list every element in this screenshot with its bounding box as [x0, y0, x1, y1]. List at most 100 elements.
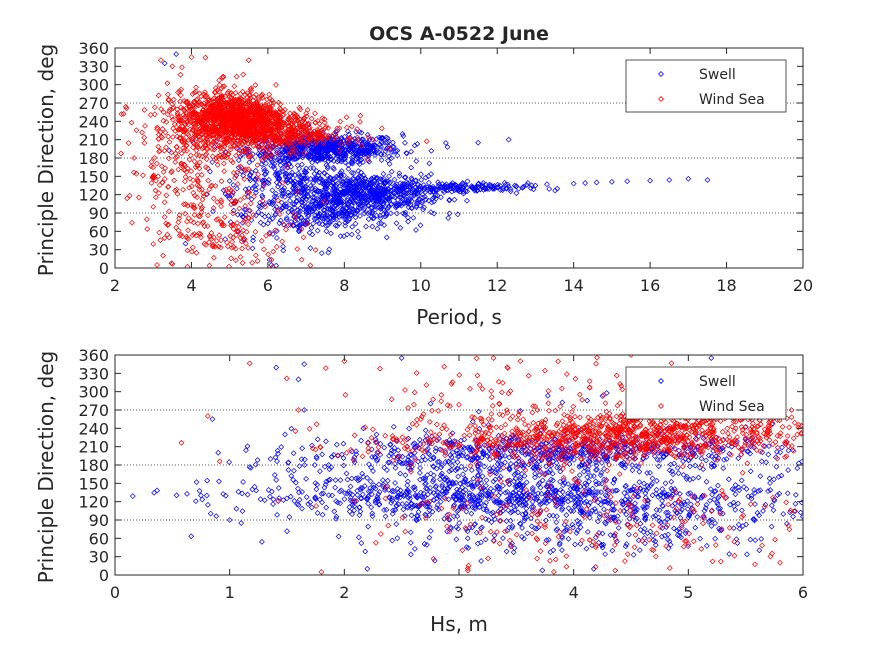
period-swell-point [329, 201, 335, 207]
period-swell-point [330, 164, 337, 171]
period-swell-point [350, 170, 357, 177]
period-swell-point [345, 207, 352, 214]
period-swell-point [425, 197, 432, 204]
period-swell-point [259, 194, 266, 201]
period-swell-point [369, 210, 376, 217]
period-swell-point [491, 185, 498, 192]
period-swell-point [182, 240, 189, 247]
period-swell-point [323, 183, 330, 189]
period-swell-point [289, 201, 296, 207]
period-swell-point [321, 169, 328, 176]
period-swell-point [324, 163, 331, 170]
period-swell-point [505, 136, 512, 143]
period-swell-point [413, 200, 420, 207]
period-swell-point [266, 200, 273, 207]
period-swell-point [287, 192, 294, 199]
period-swell-point [389, 139, 396, 146]
period-swell-point [299, 199, 306, 206]
period-swell-point [405, 189, 412, 196]
period-swell-point [324, 144, 331, 151]
period-swell-point [338, 212, 345, 219]
period-swell-point [503, 185, 510, 192]
period-swell-point [310, 220, 317, 227]
period-swell-point [484, 185, 491, 192]
period-swell-point [378, 157, 385, 164]
period-swell-point [366, 189, 373, 195]
period-swell-point [376, 220, 382, 227]
period-swell-point [354, 228, 361, 235]
period-swell-point [371, 192, 377, 199]
period-swell-point [322, 203, 328, 210]
period-swell-point [312, 185, 319, 192]
period-y-tick-label: 330 [78, 57, 109, 76]
period-legend-label-wind-sea: Wind Sea [699, 92, 765, 108]
period-swell-point [269, 215, 276, 222]
period-swell-point [309, 146, 316, 153]
period-swell-point [355, 204, 362, 211]
period-swell-point [293, 197, 300, 204]
period-swell-point [444, 144, 451, 150]
period-swell-point [315, 150, 322, 157]
period-swell-point [422, 174, 429, 181]
period-swell-point [388, 168, 395, 175]
period-swell-point [266, 176, 272, 183]
period-swell-point [373, 136, 380, 143]
period-swell-point [351, 207, 358, 214]
period-swell-point [374, 225, 381, 232]
period-wind-sea-point [206, 130, 213, 137]
period-swell-point [386, 161, 393, 167]
period-wind-sea-point [223, 129, 230, 135]
period-swell-point [289, 169, 295, 176]
period-swell-point [266, 229, 273, 236]
period-swell-point [346, 180, 352, 186]
period-swell-point [298, 221, 304, 228]
period-swell-point [271, 160, 278, 167]
period-swell-point [428, 147, 435, 154]
period-swell-point [377, 176, 384, 182]
period-swell-point [390, 144, 397, 150]
period-swell-point [387, 179, 394, 186]
period-swell-point [478, 183, 485, 190]
period-wind-sea-point [202, 152, 209, 158]
period-swell-point [364, 210, 371, 217]
period-swell-point [457, 185, 463, 192]
period-swell-point [411, 192, 417, 199]
period-swell-point [283, 201, 289, 207]
period-swell-point [411, 191, 418, 197]
period-swell-point [276, 151, 283, 158]
period-swell-point [414, 141, 421, 147]
period-swell-point [318, 250, 325, 257]
period-swell-point [239, 220, 246, 226]
period-swell-point [507, 188, 514, 195]
period-swell-point [425, 179, 432, 186]
period-swell-point [414, 198, 421, 204]
period-swell-point [292, 217, 299, 224]
period-swell-point [357, 153, 364, 160]
period-swell-point [348, 159, 355, 165]
period-swell-point [287, 197, 293, 204]
period-swell-point [369, 223, 376, 230]
period-swell-point [324, 165, 331, 172]
period-swell-point [273, 228, 280, 234]
period-swell-point [318, 155, 325, 162]
period-swell-point [552, 187, 559, 194]
period-swell-point [343, 206, 350, 212]
period-swell-point [389, 193, 396, 200]
period-swell-point [461, 181, 468, 188]
period-swell-point [251, 183, 258, 190]
period-swell-point [273, 262, 280, 268]
period-swell-point [273, 170, 280, 177]
period-swell-point [373, 190, 380, 197]
period-swell-point [313, 199, 320, 206]
period-swell-point [308, 225, 315, 231]
period-swell-point [396, 173, 403, 179]
period-swell-point [374, 175, 381, 181]
period-swell-point [344, 211, 351, 218]
period-swell-point [259, 192, 265, 199]
period-swell-point [336, 197, 342, 204]
period-swell-point [341, 216, 348, 222]
period-swell-point [431, 185, 438, 192]
period-swell-point [245, 193, 251, 200]
period-swell-point [297, 174, 304, 180]
period-swell-point [373, 175, 380, 181]
